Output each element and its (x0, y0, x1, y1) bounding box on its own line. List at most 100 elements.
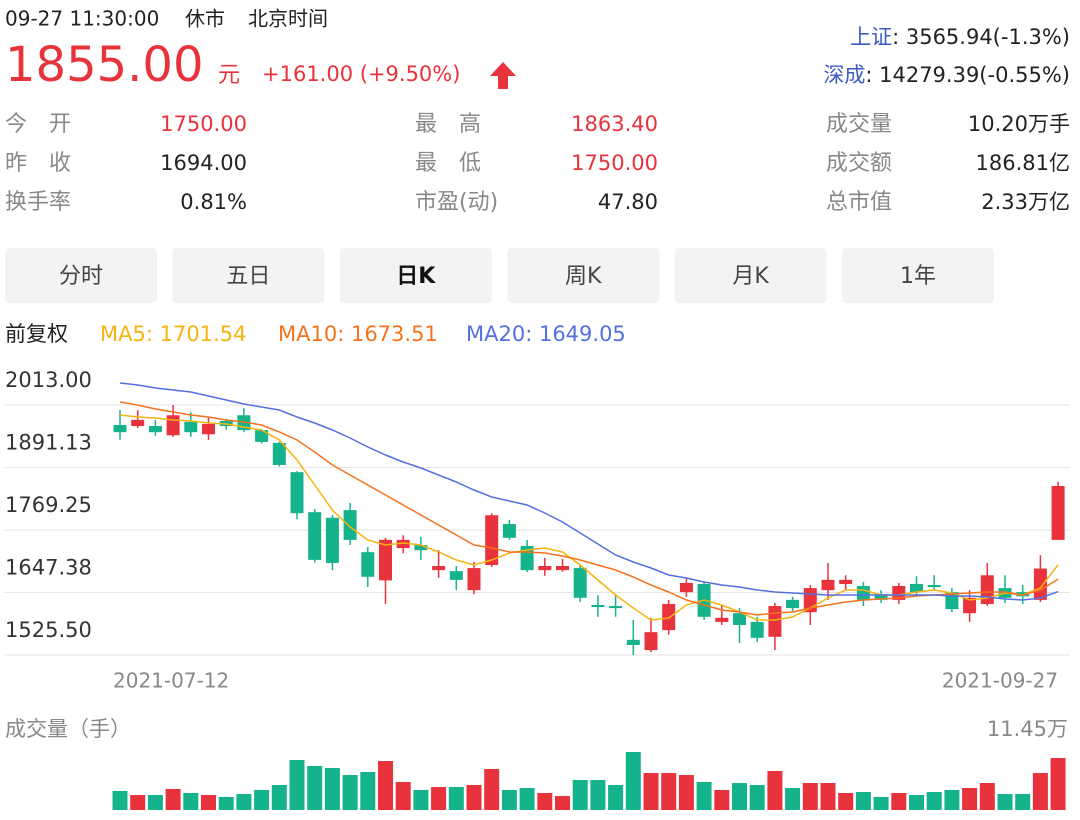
candle-body (626, 639, 640, 645)
up-arrow (490, 62, 516, 89)
candle-body (715, 617, 729, 622)
index-name[interactable]: 深成 (823, 63, 865, 87)
tab-label[interactable]: 1年 (900, 264, 936, 289)
stat-value: 2.33万亿 (981, 190, 1070, 214)
tab-label[interactable]: 日K (396, 264, 436, 289)
x-tick-label: 2021-07-12 (113, 669, 229, 693)
tab[interactable] (674, 248, 827, 303)
volume-bar (802, 783, 818, 810)
candle-body (414, 545, 428, 551)
stat-value: 0.81% (180, 190, 247, 214)
volume-bar (555, 796, 570, 810)
volume-bar (165, 788, 181, 810)
candle-body (255, 430, 269, 442)
tab[interactable] (339, 248, 492, 303)
stat-label: 市盈(动) (415, 190, 498, 215)
volume-bar (891, 792, 907, 810)
volume-bar (236, 793, 252, 810)
tab-label[interactable]: 周K (565, 264, 602, 289)
volume-bar (997, 793, 1013, 810)
candle-body (963, 597, 977, 614)
volume-bar (519, 788, 535, 810)
candle-body (750, 621, 764, 638)
volume-bar (448, 787, 464, 810)
volume-bar (625, 752, 641, 810)
volume-bar (271, 784, 287, 810)
ma-line (119, 382, 1059, 601)
volume-bar (678, 774, 694, 810)
stat-label: 今 开 (5, 112, 71, 137)
tab-label[interactable]: 五日 (226, 264, 270, 289)
candle-body (856, 586, 870, 600)
candle-body (325, 517, 339, 563)
candle-body (892, 586, 906, 600)
index-value: : 3565.94(-1.3%) (892, 25, 1070, 49)
tab-label[interactable]: 分时 (59, 264, 103, 289)
volume-bar (608, 784, 624, 810)
index-quote: 深成: 14279.39(-0.55%) (823, 63, 1070, 87)
candle-body (538, 566, 552, 571)
stat-value: 47.80 (598, 190, 658, 214)
volume-bar (767, 770, 783, 810)
volume-bar (855, 792, 871, 810)
stat-label: 换手率 (5, 190, 71, 215)
candle-body (786, 599, 800, 609)
candle-body (290, 472, 304, 514)
tab[interactable] (507, 248, 660, 303)
volume-bar (147, 795, 163, 810)
volume-bar (1015, 793, 1031, 810)
market-status: 休市 (185, 7, 225, 31)
candle-body (148, 426, 162, 433)
volume-bar (838, 792, 854, 810)
index-quote: 上证: 3565.94(-1.3%) (850, 25, 1070, 49)
volume-bar (112, 791, 128, 810)
candle-body (1051, 486, 1065, 540)
volume-bar (413, 789, 429, 810)
candle-body (980, 575, 994, 604)
candle-body (432, 566, 446, 571)
volume-bar (324, 768, 340, 810)
volume-bar (254, 789, 270, 810)
candle-body (166, 415, 180, 436)
volume-bar (572, 780, 588, 810)
price-unit: 元 (218, 63, 240, 88)
candle-body (910, 583, 923, 593)
index-name[interactable]: 上证 (850, 25, 892, 49)
candle-body (733, 613, 746, 625)
volume-bar (909, 795, 924, 810)
stat-label: 最 低 (415, 151, 481, 176)
candle-body (272, 442, 286, 465)
stat-value: 1863.40 (571, 112, 658, 136)
candle-body (184, 421, 198, 433)
candle-body (874, 594, 888, 600)
tab[interactable] (5, 248, 157, 303)
stat-value: 10.20万手 (968, 112, 1070, 136)
stat-value: 1750.00 (160, 112, 247, 136)
candle-body (556, 566, 569, 571)
volume-bar (979, 783, 995, 810)
tab[interactable] (842, 248, 994, 303)
stat-label: 成交额 (826, 151, 892, 176)
volume-bar (395, 781, 411, 810)
volume-bar (661, 773, 677, 810)
volume-bar (307, 765, 323, 810)
volume-bar (537, 792, 553, 810)
candle-body (361, 552, 375, 577)
volume-bar (714, 789, 730, 810)
tab-label[interactable]: 月K (732, 264, 769, 289)
candle-body (467, 568, 481, 591)
volume-bar (360, 772, 376, 810)
y-tick-label: 1891.13 (5, 430, 92, 454)
ma-line (119, 401, 1059, 616)
volume-bar (926, 792, 942, 810)
candle-body (202, 423, 215, 435)
candle-body (449, 571, 463, 580)
stat-label: 成交量 (826, 112, 892, 137)
tab[interactable] (172, 248, 325, 303)
x-tick-label: 2021-09-27 (942, 669, 1058, 693)
volume-title: 成交量（手） (5, 717, 131, 741)
volume-bar (962, 788, 978, 810)
volume-bar (749, 784, 765, 810)
candle-body (609, 606, 623, 609)
candle-body (839, 579, 853, 584)
